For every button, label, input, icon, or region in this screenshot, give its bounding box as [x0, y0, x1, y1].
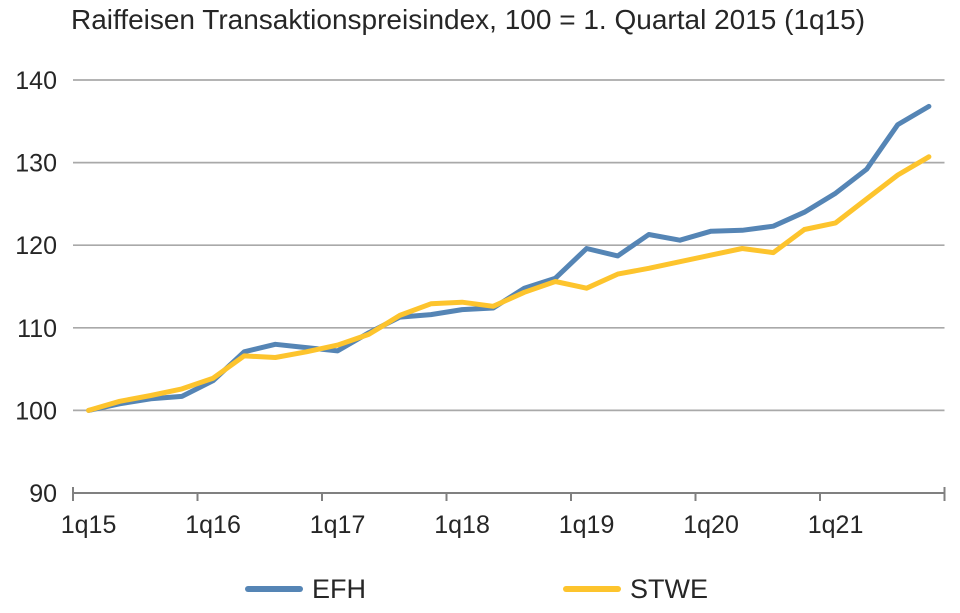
- y-axis-label: 90: [29, 480, 57, 508]
- y-axis-label: 120: [15, 232, 57, 260]
- series-line-stwe: [86, 154, 932, 413]
- x-axis-label: 1q16: [185, 511, 241, 539]
- y-axis-label: 100: [15, 397, 57, 425]
- y-axis-label: 140: [15, 67, 57, 95]
- x-axis-label: 1q18: [434, 511, 490, 539]
- y-axis-label: 110: [17, 315, 57, 343]
- legend-label-efh: EFH: [312, 573, 366, 604]
- x-axis-label: 1q17: [310, 511, 366, 539]
- x-axis-label: 1q21: [808, 511, 864, 539]
- stwe-line-swatch-icon: [563, 586, 621, 592]
- chart-title: Raiffeisen Transaktionspreisindex, 100 =…: [71, 4, 866, 35]
- line-chart-plot: 90 100 110 120 130 140 1q15 1q16 1q17 1q18 1q19 1q2…: [15, 67, 946, 539]
- series-line-efh: [86, 103, 932, 413]
- efh-line-swatch-icon: [245, 586, 303, 592]
- x-axis-label: 1q20: [683, 511, 739, 539]
- legend-label-stwe: STWE: [630, 573, 708, 604]
- legend: EFH STWE: [0, 574, 960, 608]
- legend-item-efh: EFH: [245, 574, 366, 604]
- x-axis-label: 1q15: [61, 511, 117, 539]
- x-axis-label: 1q19: [559, 511, 615, 539]
- legend-item-stwe: STWE: [563, 574, 708, 604]
- y-axis-label: 130: [15, 150, 57, 178]
